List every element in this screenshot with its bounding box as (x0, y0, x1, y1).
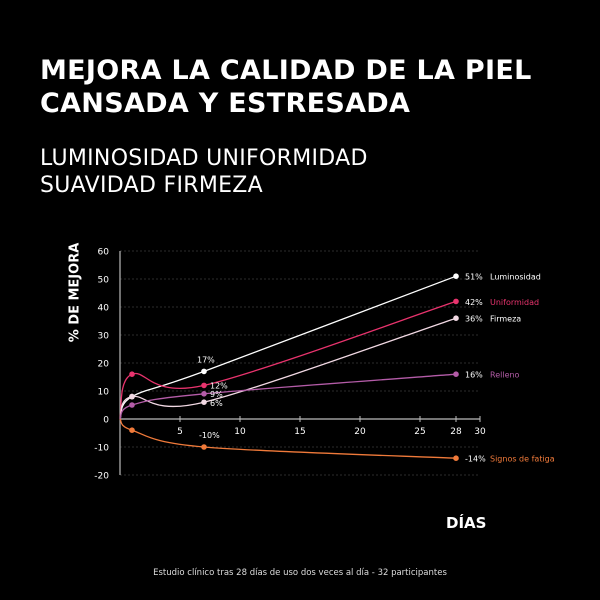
y-tick-label: 50 (98, 276, 110, 286)
data-label-luminosidad: 51% (465, 273, 483, 282)
data-point-relleno (129, 402, 135, 408)
data-point-signos-de-fatiga (129, 427, 135, 434)
y-tick-label: 0 (103, 416, 109, 426)
x-tick-label: 10 (234, 427, 246, 437)
x-axis-label: DÍAS (446, 514, 487, 532)
data-label-signos-de-fatiga: -10% (199, 431, 220, 440)
chart-subtitle-line-1: LUMINOSIDAD UNIFORMIDAD (40, 146, 368, 171)
y-tick-label: -10 (94, 444, 109, 454)
y-tick-label: 30 (98, 332, 110, 342)
chart-title: MEJORA LA CALIDAD DE LA PIEL CANSADA Y E… (40, 54, 580, 120)
x-tick-label: 25 (414, 427, 425, 437)
series-name-uniformidad: Uniformidad (490, 298, 539, 307)
y-tick-label: 20 (98, 360, 110, 370)
data-label-signos-de-fatiga: -14% (465, 455, 486, 464)
chart-subtitle: LUMINOSIDAD UNIFORMIDAD SUAVIDAD FIRMEZA (40, 145, 580, 199)
series-line-uniformidad (119, 300, 457, 420)
data-point-uniformidad (129, 371, 135, 378)
series-name-relleno: Relleno (490, 371, 520, 380)
data-label-luminosidad: 17% (197, 355, 215, 364)
x-tick-label: 30 (474, 427, 486, 437)
data-point-firmeza (129, 393, 135, 400)
data-point-luminosidad (453, 273, 459, 280)
data-point-luminosidad (201, 368, 207, 375)
x-tick-label: 15 (294, 427, 305, 437)
chart-title-line-1: MEJORA LA CALIDAD DE LA PIEL (40, 55, 532, 86)
y-tick-label: 60 (98, 248, 110, 258)
x-tick-label: 20 (354, 427, 366, 437)
y-tick-label: 40 (98, 304, 110, 314)
data-point-uniformidad (453, 298, 459, 305)
data-label-relleno: 9% (210, 390, 223, 399)
data-label-uniformidad: 12% (210, 381, 228, 390)
data-point-signos-de-fatiga (453, 455, 459, 462)
data-label-firmeza: 36% (465, 315, 483, 324)
data-point-signos-de-fatiga (201, 444, 207, 450)
data-point-relleno (201, 391, 207, 397)
data-label-uniformidad: 42% (465, 298, 483, 307)
data-point-relleno (453, 371, 459, 378)
data-label-firmeza: 6% (210, 399, 223, 408)
series-line-firmeza (119, 317, 457, 420)
series-name-signos-de-fatiga: Signos de fatiga (490, 455, 555, 464)
y-tick-label: -20 (94, 472, 109, 482)
data-label-relleno: 16% (465, 371, 483, 380)
data-point-firmeza (201, 399, 207, 406)
chart-title-line-2: CANSADA Y ESTRESADA (40, 88, 411, 119)
x-tick-label: 28 (450, 427, 462, 437)
y-axis-label: % DE MEJORA (67, 242, 83, 343)
y-tick-label: 10 (98, 388, 110, 398)
series-line-relleno (119, 373, 457, 420)
series-name-firmeza: Firmeza (490, 315, 521, 324)
data-point-firmeza (453, 315, 459, 322)
footnote: Estudio clínico tras 28 días de uso dos … (153, 568, 447, 578)
series-line-signos-de-fatiga (119, 418, 457, 459)
chart-subtitle-line-2: SUAVIDAD FIRMEZA (40, 173, 264, 198)
series-name-luminosidad: Luminosidad (490, 273, 541, 282)
data-point-uniformidad (201, 382, 207, 389)
x-tick-label: 5 (177, 427, 183, 437)
